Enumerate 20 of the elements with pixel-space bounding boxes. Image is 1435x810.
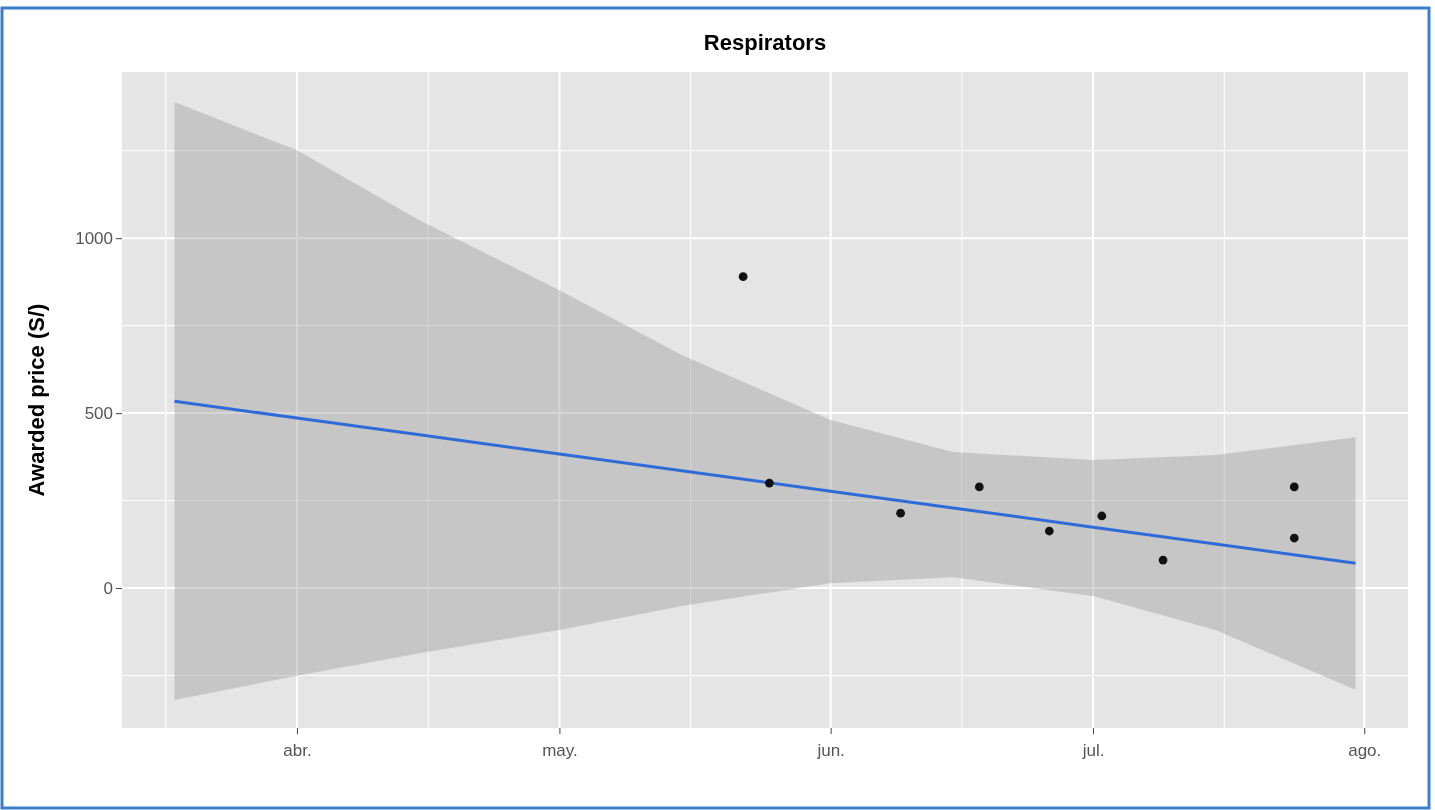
x-tick-label: may. [542,740,578,760]
point [1158,555,1168,565]
y-tick-label: 500 [84,404,113,424]
y-axis-title: Awarded price (S/) [24,303,49,497]
x-tick-label: ago. [1348,740,1382,760]
x-tick-label: abr. [283,740,312,760]
chart-title: Respirators [703,30,827,55]
x-tick-label: jul. [1081,740,1105,760]
y-tick-label: 0 [103,578,113,598]
x-tick-label: jun. [816,740,845,760]
y-tick-label: 1000 [75,229,113,249]
line-series [172,399,1358,565]
point [1289,533,1299,543]
point [1289,482,1299,492]
point [974,482,984,492]
point [896,508,905,518]
point [1044,526,1054,536]
point [1097,511,1107,521]
point [738,272,748,282]
point [765,478,774,488]
